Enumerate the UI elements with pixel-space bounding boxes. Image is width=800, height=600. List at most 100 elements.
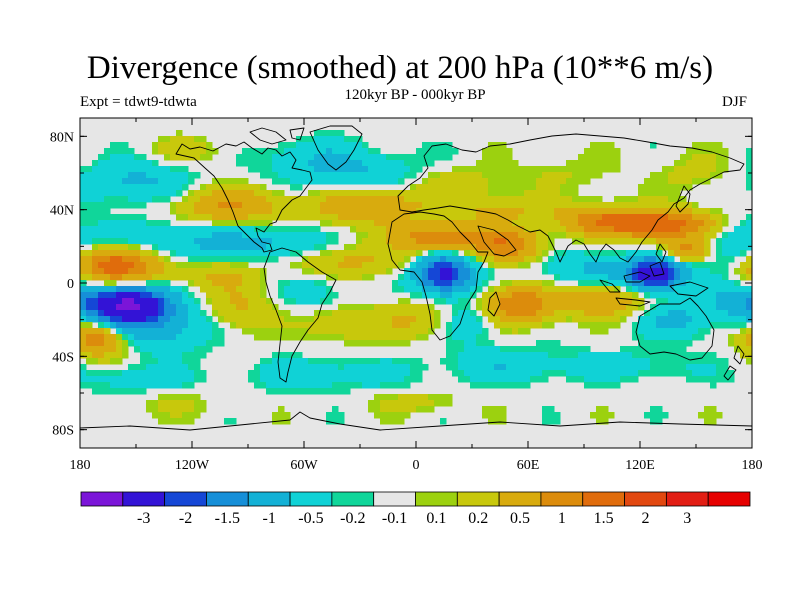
field-cell <box>338 214 345 221</box>
field-cell <box>716 322 723 329</box>
field-cell <box>494 256 501 263</box>
coast-antarctica <box>80 411 752 431</box>
field-cell <box>350 370 357 377</box>
field-cell <box>656 358 663 365</box>
field-cell <box>428 292 435 299</box>
field-cell <box>272 250 279 257</box>
field-cell <box>158 238 165 245</box>
field-cell <box>626 250 633 257</box>
field-cell <box>518 382 525 389</box>
field-cell <box>740 262 747 269</box>
field-cell <box>536 166 543 173</box>
field-cell <box>110 310 117 317</box>
field-cell <box>98 328 105 335</box>
field-cell <box>356 142 363 149</box>
field-cell <box>596 268 603 275</box>
field-cell <box>302 238 309 245</box>
field-cell <box>710 148 717 155</box>
field-cell <box>92 256 99 263</box>
field-cell <box>530 172 537 179</box>
field-cell <box>734 298 741 305</box>
field-cell <box>638 346 645 353</box>
field-cell <box>560 226 567 233</box>
field-cell <box>368 400 375 407</box>
field-cell <box>332 148 339 155</box>
field-cell <box>524 202 531 209</box>
field-cell <box>626 196 633 203</box>
coast-greenland <box>309 125 363 171</box>
field-cell <box>182 346 189 353</box>
field-cell <box>542 376 549 383</box>
field-cell <box>98 166 105 173</box>
field-cell <box>398 178 405 185</box>
colorbar-box <box>206 491 249 507</box>
field-cell <box>284 226 291 233</box>
field-cell <box>452 208 459 215</box>
field-cell <box>356 178 363 185</box>
field-cell <box>686 220 693 227</box>
field-cell <box>296 214 303 221</box>
field-cell <box>464 238 471 245</box>
field-cell <box>476 370 483 377</box>
field-cell <box>554 202 561 209</box>
field-cell <box>164 274 171 281</box>
field-cell <box>350 310 357 317</box>
field-cell <box>314 292 321 299</box>
field-cell <box>728 280 735 287</box>
field-cell <box>596 172 603 179</box>
field-cell <box>386 262 393 269</box>
field-cell <box>506 214 513 221</box>
field-cell <box>356 154 363 161</box>
field-cell <box>338 268 345 275</box>
field-cell <box>440 244 447 251</box>
field-cell <box>476 190 483 197</box>
field-cell <box>284 370 291 377</box>
field-cell <box>530 238 537 245</box>
field-cell <box>602 370 609 377</box>
field-cell <box>356 334 363 341</box>
field-cell <box>356 310 363 317</box>
field-cell <box>242 214 249 221</box>
field-cell <box>362 268 369 275</box>
field-cell <box>602 316 609 323</box>
field-cell <box>110 346 117 353</box>
field-cell <box>650 196 657 203</box>
field-cell <box>560 358 567 365</box>
field-cell <box>362 208 369 215</box>
field-cell <box>632 292 639 299</box>
field-cell <box>152 310 159 317</box>
field-cell <box>182 202 189 209</box>
field-cell <box>482 226 489 233</box>
field-cell <box>434 256 441 263</box>
field-cell <box>398 274 405 281</box>
field-cell <box>212 268 219 275</box>
field-cell <box>368 358 375 365</box>
field-cell <box>338 262 345 269</box>
field-cell <box>536 244 543 251</box>
field-cell <box>398 262 405 269</box>
field-cell <box>392 364 399 371</box>
field-cell <box>92 178 99 185</box>
field-cell <box>680 160 687 167</box>
field-cell <box>692 172 699 179</box>
field-cell <box>674 370 681 377</box>
field-cell <box>194 274 201 281</box>
field-cell <box>260 238 267 245</box>
field-cell <box>368 406 375 413</box>
field-cell <box>686 202 693 209</box>
field-cell <box>662 310 669 317</box>
field-cell <box>110 256 117 263</box>
field-cell <box>656 418 663 425</box>
field-cell <box>140 232 147 239</box>
field-cell <box>518 238 525 245</box>
field-cell <box>242 316 249 323</box>
field-cell <box>722 160 729 167</box>
colorbar-label: -2 <box>179 510 192 527</box>
field-cell <box>686 154 693 161</box>
field-cell <box>164 340 171 347</box>
field-cell <box>254 208 261 215</box>
field-cell <box>374 370 381 377</box>
field-cell <box>410 226 417 233</box>
field-cell <box>416 310 423 317</box>
colorbar-box <box>456 491 500 507</box>
